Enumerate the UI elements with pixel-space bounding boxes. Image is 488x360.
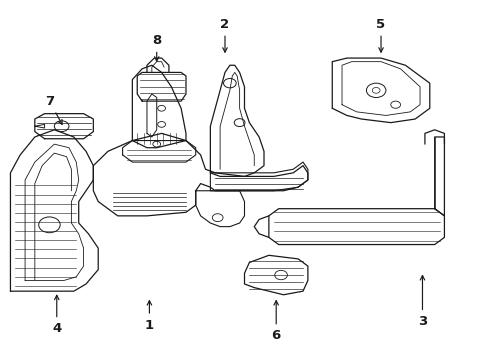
- Text: 1: 1: [144, 301, 154, 332]
- Text: 3: 3: [417, 275, 426, 328]
- Text: 6: 6: [271, 301, 280, 342]
- Text: 5: 5: [376, 18, 385, 52]
- Text: 7: 7: [45, 95, 62, 125]
- Text: 4: 4: [52, 295, 61, 335]
- Text: 8: 8: [152, 33, 161, 61]
- Text: 2: 2: [220, 18, 229, 52]
